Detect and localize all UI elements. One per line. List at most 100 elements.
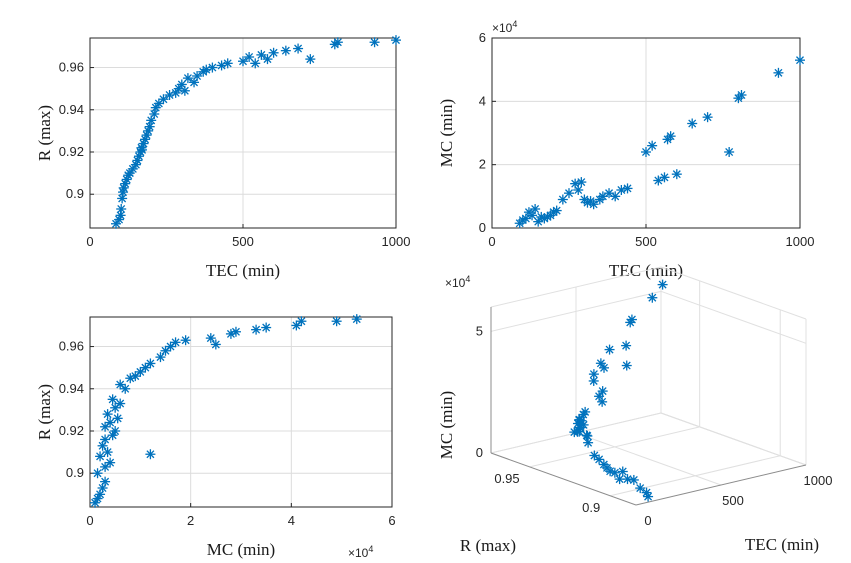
data-point <box>111 218 122 229</box>
data-point <box>665 131 676 142</box>
panel-3d-r-mc-tec: 0 500 1000 0.9 0.95 0 5 ×104 TEC (min) R (max) MC … <box>437 266 832 555</box>
y-axis-label: R (max) <box>460 536 516 555</box>
data-point <box>180 335 191 346</box>
x-axis-label: TEC (min) <box>206 261 280 280</box>
y-tick-label: 4 <box>479 93 486 108</box>
x-tick-label: 0 <box>86 513 93 528</box>
x-tick-label: 1000 <box>786 234 815 249</box>
data-point <box>657 279 668 290</box>
data-point <box>124 168 135 179</box>
data-point <box>597 386 608 397</box>
data-point <box>105 457 116 468</box>
data-point <box>115 398 126 409</box>
data-point <box>583 437 594 448</box>
data-point <box>582 430 593 441</box>
y-axis-label: R (max) <box>35 384 54 440</box>
data-point <box>551 205 562 216</box>
data-point <box>570 178 581 189</box>
y-tick-label: 0.92 <box>59 144 84 159</box>
data-point <box>207 62 218 73</box>
data-point <box>296 316 307 327</box>
x-tick-label: 500 <box>722 493 744 508</box>
x-tick-label: 1000 <box>382 234 411 249</box>
pane-edge <box>660 266 807 320</box>
data-point <box>628 474 639 485</box>
data-point <box>621 340 632 351</box>
y-tick-label: 0.9 <box>582 500 600 515</box>
y-tick-label: 0.92 <box>59 423 84 438</box>
x-axis-label: MC (min) <box>207 540 275 559</box>
plot-area <box>89 316 393 508</box>
data-point <box>580 406 591 417</box>
panel-r-vs-tec: 0 500 1000 0.9 0.92 0.94 0.96 TEC (min) R (max) <box>35 35 410 280</box>
data-point <box>230 326 241 337</box>
panel-r-vs-mc: 0 2 4 6 0.9 0.92 0.94 0.96 MC (min) R (max) ×104 <box>35 314 396 560</box>
data-point <box>262 54 273 65</box>
data-point <box>105 417 116 428</box>
data-point <box>305 54 316 65</box>
data-point <box>102 409 113 420</box>
y-axis-line <box>490 452 637 506</box>
data-point <box>149 109 160 119</box>
data-point <box>557 194 568 205</box>
y-tick-label: 0.95 <box>494 471 519 486</box>
data-point <box>117 193 128 204</box>
data-point <box>589 450 600 461</box>
data-point <box>588 199 599 210</box>
x-axis-label: TEC (min) <box>745 535 819 554</box>
data-point <box>95 451 106 462</box>
data-point <box>617 466 628 477</box>
data-point <box>687 118 698 129</box>
data-point <box>256 49 267 60</box>
data-point <box>112 413 123 424</box>
data-point <box>251 324 262 335</box>
data-point <box>261 322 272 333</box>
data-point <box>702 112 713 123</box>
data-point <box>144 121 155 132</box>
data-point <box>331 316 342 327</box>
data-point <box>100 434 111 445</box>
x-tick-label: 4 <box>288 513 295 528</box>
data-point <box>132 155 143 166</box>
data-point <box>625 317 636 328</box>
data-point <box>641 487 652 498</box>
grid-line-y <box>610 455 781 497</box>
data-point <box>130 371 141 382</box>
x-tick-label: 0 <box>86 234 93 249</box>
data-point <box>647 292 658 303</box>
data-point <box>369 37 380 48</box>
data-point <box>250 58 261 69</box>
data-point <box>647 140 658 151</box>
x-tick-label: 0 <box>644 513 651 528</box>
data-point <box>268 47 279 58</box>
y-axis-label: R (max) <box>35 105 54 161</box>
plot-frame <box>491 37 801 229</box>
data-point <box>170 337 181 348</box>
z-tick-label: 0 <box>476 445 483 460</box>
y-tick-label: 6 <box>479 30 486 45</box>
data-point <box>155 352 166 363</box>
data-point <box>127 163 138 174</box>
data-point <box>520 213 531 224</box>
x-tick-label: 2 <box>187 513 194 528</box>
data-point <box>332 37 343 48</box>
y-tick-label: 0 <box>479 220 486 235</box>
data-point <box>116 204 127 214</box>
data-point <box>576 177 587 188</box>
data-point <box>604 344 615 355</box>
y-tick-label: 2 <box>479 157 486 172</box>
data-point <box>595 358 606 369</box>
data-point <box>189 77 200 88</box>
grid-line-z <box>660 290 807 344</box>
data-point <box>614 474 625 485</box>
plot-frame <box>89 316 393 508</box>
data-point <box>573 185 584 195</box>
plot-frame <box>89 37 397 229</box>
data-point <box>179 85 190 96</box>
data-point <box>597 191 608 202</box>
data-point <box>222 58 233 69</box>
data-point <box>351 314 362 325</box>
z-tick-label: 5 <box>476 323 483 338</box>
data-point <box>635 483 646 494</box>
